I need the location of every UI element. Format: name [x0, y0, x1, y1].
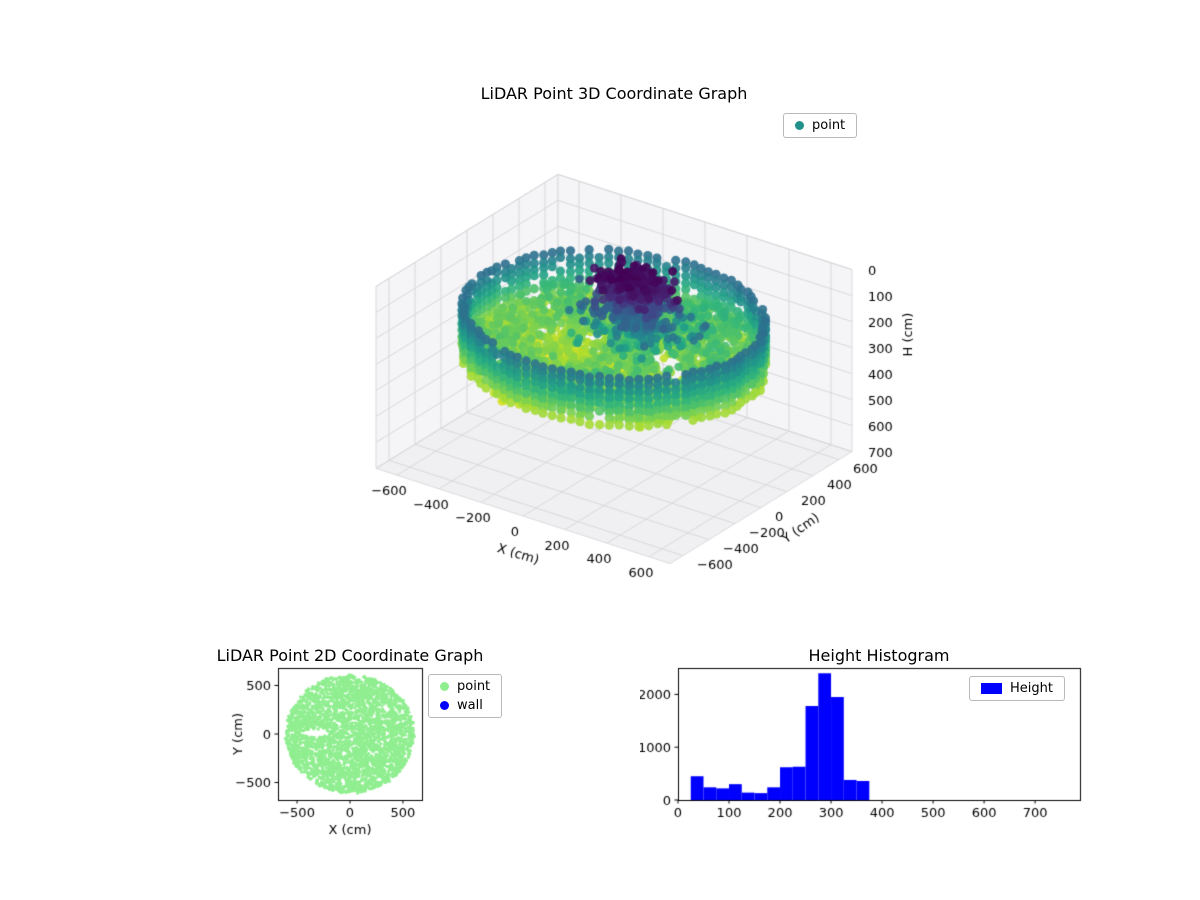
legend-entry-height: Height	[981, 681, 1053, 696]
legend-entry-point: point	[795, 118, 845, 133]
plot3d-title: LiDAR Point 3D Coordinate Graph	[480, 84, 748, 103]
height-bar-marker-icon	[981, 683, 1002, 694]
legend-label-wall: wall	[457, 698, 483, 713]
point-marker-icon	[440, 682, 449, 691]
plot2d-legend: point wall	[428, 674, 503, 718]
plot2d-canvas	[230, 660, 440, 845]
legend-label-height: Height	[1010, 681, 1053, 696]
legend-label-point: point	[812, 118, 846, 133]
legend-entry-wall: wall	[440, 698, 490, 713]
wall-marker-icon	[440, 701, 449, 710]
plot3d-canvas	[300, 110, 940, 650]
legend-label-point: point	[457, 679, 491, 694]
legend-entry-point: point	[440, 679, 490, 694]
histogram-legend: Height	[969, 676, 1065, 701]
plot3d-legend: point	[783, 113, 858, 138]
point-marker-icon	[795, 121, 804, 130]
